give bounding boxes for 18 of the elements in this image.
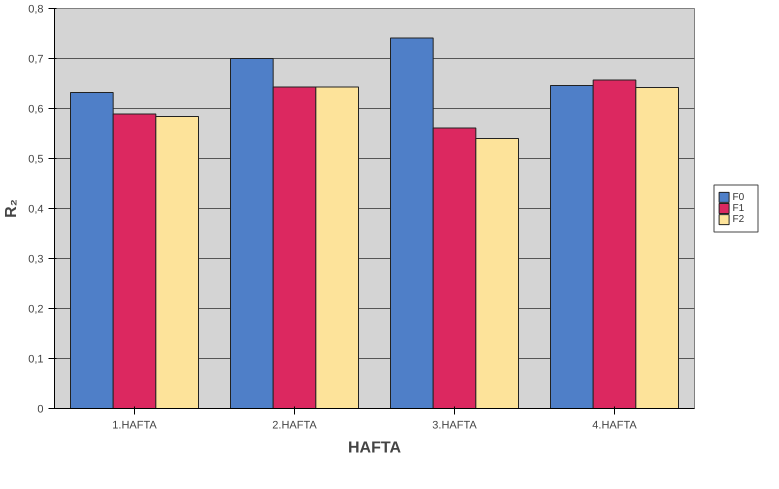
x-tick-label: 3.HAFTA — [432, 420, 478, 432]
x-tick-label: 4.HAFTA — [592, 420, 638, 432]
x-axis-title: HAFTA — [348, 440, 402, 456]
y-tick-label: 0,8 — [28, 4, 44, 16]
y-tick-label: 0,2 — [28, 304, 44, 316]
y-tick-label: 0,4 — [28, 204, 44, 216]
legend-label: F2 — [732, 214, 745, 226]
y-tick-label: 0,5 — [28, 154, 44, 166]
y-tick-label: 0,1 — [28, 354, 44, 366]
legend-label: F1 — [732, 203, 745, 214]
y-tick-label: 0,3 — [28, 254, 44, 266]
y-tick-label: 0,6 — [28, 104, 44, 116]
y-axis-title: R₂ — [3, 199, 20, 218]
legend-label: F0 — [732, 192, 745, 203]
x-tick-label: 1.HAFTA — [112, 420, 158, 432]
y-tick-label: 0 — [37, 404, 44, 416]
x-tick-label: 2.HAFTA — [272, 420, 318, 432]
y-tick-label: 0,7 — [28, 54, 44, 66]
